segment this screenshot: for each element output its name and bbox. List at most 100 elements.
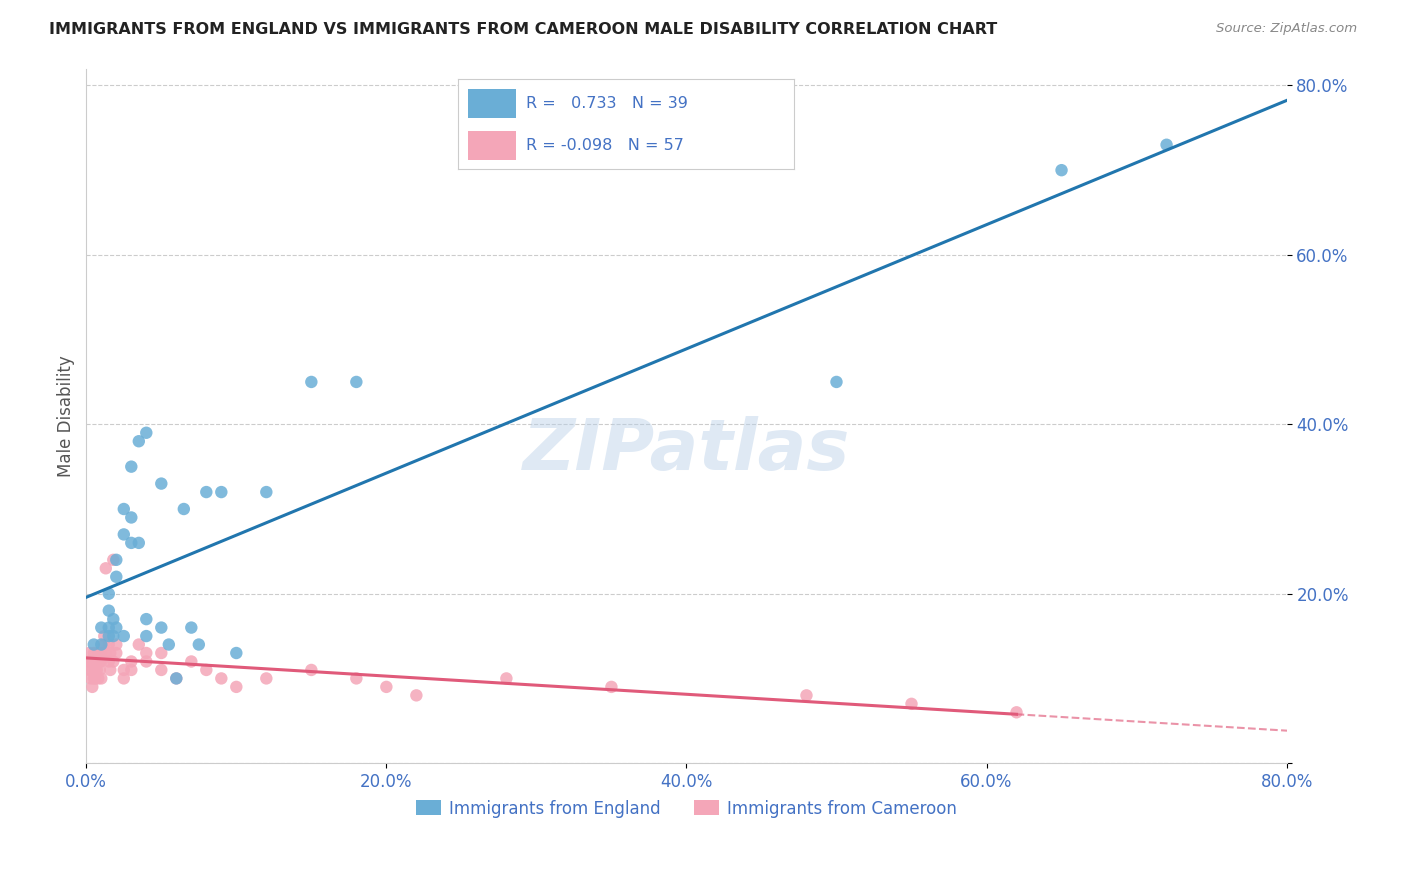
Point [225, 680, 247, 694]
Point [112, 527, 135, 541]
Point [83, 638, 105, 652]
Text: IMMIGRANTS FROM ENGLAND VS IMMIGRANTS FROM CAMEROON MALE DISABILITY CORRELATION : IMMIGRANTS FROM ENGLAND VS IMMIGRANTS FR… [49, 22, 997, 37]
Point [135, 655, 157, 669]
Point [173, 502, 195, 516]
Point [87, 646, 110, 660]
Point [209, 485, 232, 500]
Point [120, 663, 142, 677]
Point [80, 672, 103, 686]
Point [195, 663, 218, 677]
Point [150, 476, 173, 491]
Point [254, 672, 277, 686]
Point [97, 638, 120, 652]
Point [90, 672, 112, 686]
Point [87, 672, 110, 686]
Point [157, 638, 180, 652]
Point [97, 621, 120, 635]
Point [93, 629, 115, 643]
Point [105, 646, 128, 660]
Point [80, 655, 103, 669]
Point [344, 375, 367, 389]
Point [86, 663, 108, 677]
Point [375, 680, 398, 694]
Point [112, 629, 135, 643]
Point [83, 655, 105, 669]
Point [120, 655, 142, 669]
Point [128, 638, 150, 652]
Point [90, 621, 112, 635]
Point [254, 485, 277, 500]
Point [405, 689, 427, 703]
Point [299, 375, 322, 389]
Point [89, 663, 111, 677]
Point [89, 655, 111, 669]
Point [103, 655, 125, 669]
Point [1050, 163, 1073, 178]
Point [135, 612, 157, 626]
Point [900, 697, 922, 711]
Point [120, 510, 142, 524]
Point [103, 553, 125, 567]
Point [209, 672, 232, 686]
Point [90, 638, 112, 652]
Point [79, 646, 101, 660]
Point [180, 655, 202, 669]
Point [825, 375, 848, 389]
Point [97, 587, 120, 601]
Point [150, 646, 173, 660]
Point [344, 672, 367, 686]
Point [135, 646, 157, 660]
Point [82, 663, 104, 677]
Point [97, 655, 120, 669]
Point [1005, 706, 1028, 720]
Point [94, 646, 117, 660]
Point [195, 485, 218, 500]
Point [83, 646, 105, 660]
Text: ZIPatlas: ZIPatlas [523, 416, 851, 485]
Point [90, 646, 112, 660]
Point [97, 629, 120, 643]
Point [112, 663, 135, 677]
Point [299, 663, 322, 677]
Point [150, 663, 173, 677]
Point [86, 655, 108, 669]
Y-axis label: Male Disability: Male Disability [58, 355, 75, 476]
Point [103, 612, 125, 626]
Point [796, 689, 818, 703]
Point [150, 621, 173, 635]
Point [98, 663, 121, 677]
Point [93, 638, 115, 652]
Point [79, 663, 101, 677]
Point [103, 629, 125, 643]
Point [600, 680, 623, 694]
Point [495, 672, 517, 686]
Point [135, 629, 157, 643]
Point [180, 621, 202, 635]
Point [105, 621, 128, 635]
Point [90, 655, 112, 669]
Point [135, 425, 157, 440]
Point [112, 672, 135, 686]
Point [94, 561, 117, 575]
Point [112, 502, 135, 516]
Point [105, 570, 128, 584]
Point [105, 638, 128, 652]
Point [97, 604, 120, 618]
Point [128, 434, 150, 449]
Point [82, 680, 104, 694]
Point [84, 663, 107, 677]
Point [83, 672, 105, 686]
Point [105, 553, 128, 567]
Point [128, 536, 150, 550]
Point [165, 672, 187, 686]
Point [165, 672, 187, 686]
Text: Source: ZipAtlas.com: Source: ZipAtlas.com [1216, 22, 1357, 36]
Point [120, 459, 142, 474]
Point [187, 638, 209, 652]
Point [120, 536, 142, 550]
Point [84, 672, 107, 686]
Point [76, 655, 98, 669]
Point [1156, 137, 1178, 152]
Legend: Immigrants from England, Immigrants from Cameroon: Immigrants from England, Immigrants from… [409, 793, 965, 824]
Point [98, 646, 121, 660]
